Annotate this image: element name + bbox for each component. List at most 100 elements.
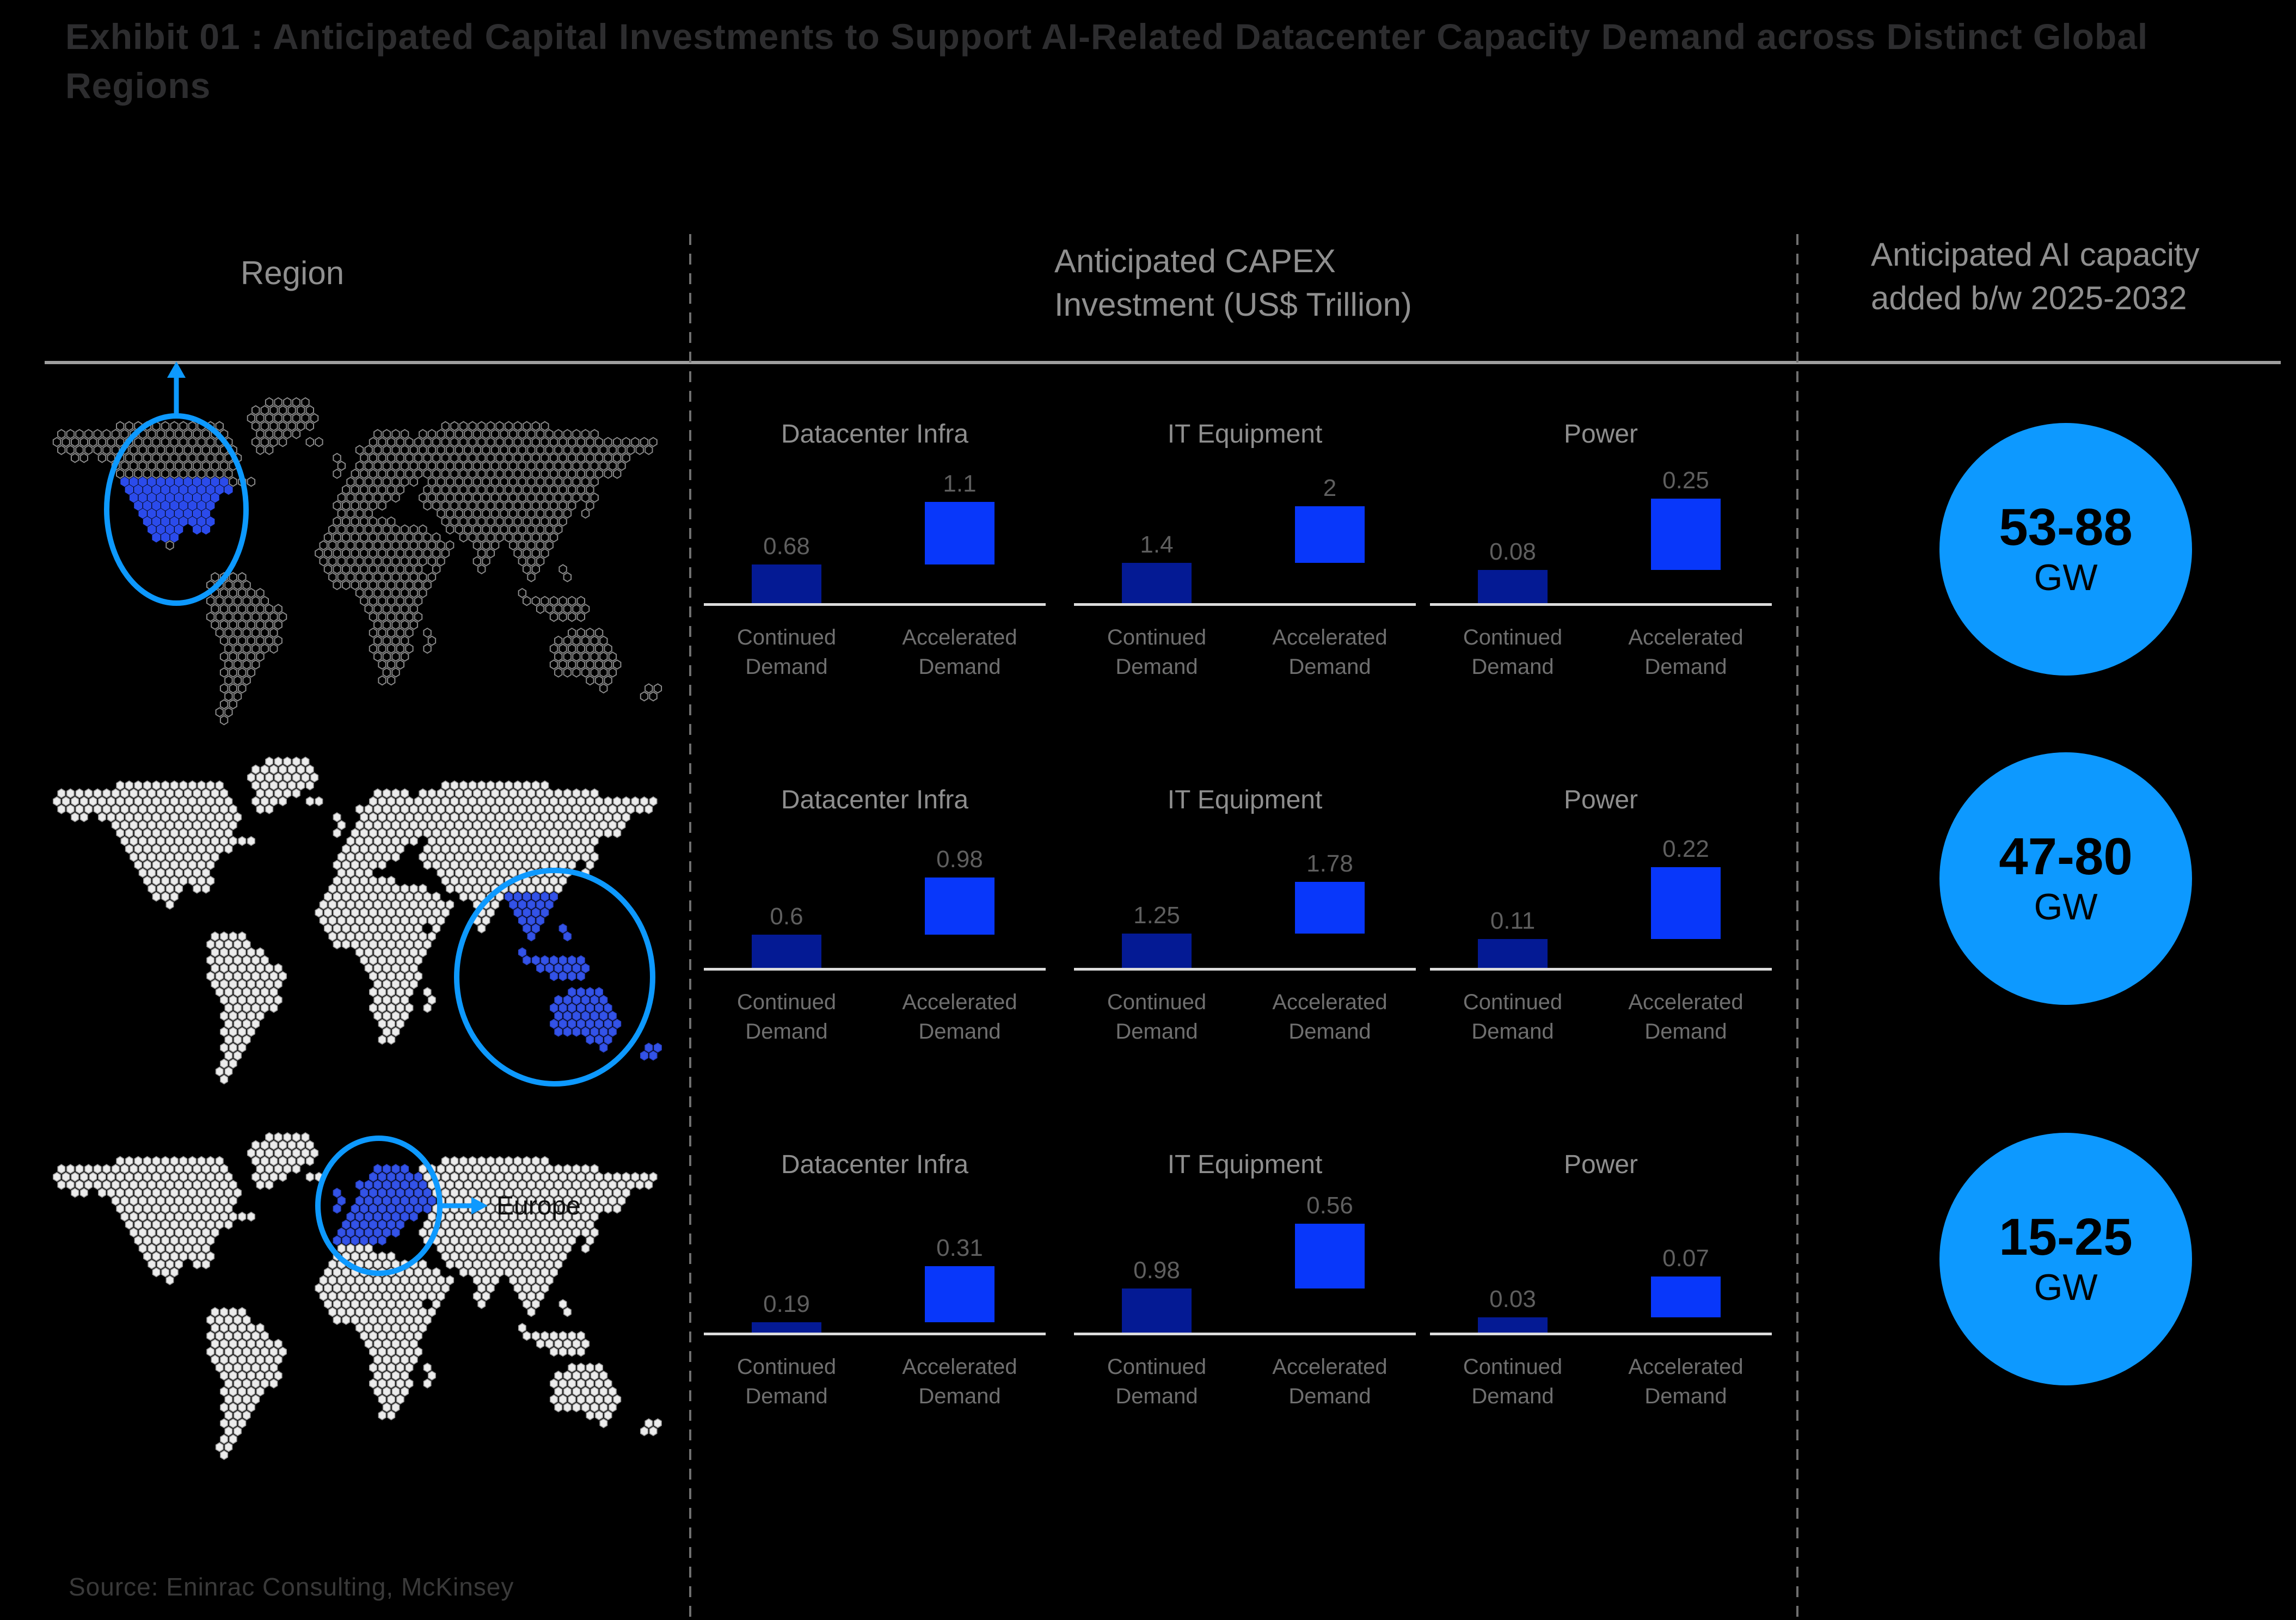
- map-region-label: Europe: [496, 1192, 581, 1220]
- category-label-continued-demand: Continued Demand: [1442, 1352, 1583, 1411]
- category-label-line2: Demand: [1471, 1020, 1554, 1044]
- category-label-accelerated-demand: Accelerated Demand: [889, 623, 1030, 682]
- category-label-accelerated-demand: Accelerated Demand: [1615, 987, 1757, 1046]
- chart-title: Power: [1563, 786, 1638, 814]
- continued-demand-bar: [1478, 570, 1548, 603]
- column-header-capex-line1: Anticipated CAPEX: [1054, 243, 1336, 279]
- category-label-line1: Continued: [736, 1355, 837, 1379]
- source-note: Source: Eninrac Consulting, McKinsey: [69, 1573, 514, 1601]
- accelerated-demand-value: 0.31: [936, 1235, 983, 1261]
- category-label-line2: Demand: [918, 1384, 1001, 1408]
- accelerated-demand-value: 1.78: [1306, 850, 1353, 877]
- chart-title: IT Equipment: [1167, 1150, 1323, 1179]
- accelerated-demand-bar: [1295, 1224, 1365, 1288]
- bar-chart-power: Power 0.08 0.25 Continued Demand Accelerated D…: [1430, 419, 1772, 685]
- column-header-capex: Anticipated CAPEX Investment (US$ Trilli…: [1054, 240, 1412, 327]
- chart-baseline: [1430, 603, 1772, 606]
- accelerated-demand-value: 2: [1323, 475, 1337, 501]
- category-label-accelerated-demand: Accelerated Demand: [889, 987, 1030, 1046]
- category-label-line1: Continued: [1463, 625, 1563, 649]
- capacity-value: 47-80: [1999, 827, 2133, 886]
- category-label-line1: Accelerated: [1628, 990, 1744, 1014]
- category-label-line2: Demand: [1115, 655, 1198, 679]
- continued-demand-value: 1.25: [1133, 902, 1180, 929]
- dot-matrix-world: [52, 397, 662, 726]
- accelerated-demand-value: 0.22: [1662, 836, 1709, 862]
- accelerated-demand-value: 1.1: [943, 470, 977, 497]
- category-label-line2: Demand: [745, 655, 828, 679]
- world-map-row-1-north-america-us-: [52, 361, 662, 726]
- accelerated-demand-value: 0.98: [936, 846, 983, 873]
- capacity-circle-row-2: 47-80 GW: [1939, 752, 2192, 1005]
- category-label-continued-demand: Continued Demand: [1086, 1352, 1227, 1411]
- column-divider-2: [1796, 234, 1798, 1620]
- accelerated-demand-bar: [1651, 867, 1721, 939]
- chart-baseline: [704, 968, 1046, 971]
- category-label-line2: Demand: [1288, 655, 1371, 679]
- continued-demand-value: 0.08: [1489, 538, 1536, 565]
- capacity-value: 53-88: [1999, 498, 2133, 556]
- category-label-line1: Accelerated: [902, 990, 1017, 1014]
- category-label-accelerated-demand: Accelerated Demand: [1615, 1352, 1757, 1411]
- category-label-line1: Accelerated: [1272, 990, 1388, 1014]
- bar-chart-power: Power 0.03 0.07 Continued Demand Accelerated D…: [1430, 1150, 1772, 1414]
- column-header-capex-line2: Investment (US$ Trillion): [1054, 286, 1412, 323]
- category-label-line1: Accelerated: [902, 625, 1017, 649]
- chart-baseline: [704, 1333, 1046, 1335]
- category-label-line1: Continued: [1107, 990, 1207, 1014]
- continued-demand-value: 0.19: [763, 1291, 810, 1317]
- accelerated-demand-value: 0.07: [1662, 1245, 1709, 1272]
- category-label-continued-demand: Continued Demand: [716, 623, 857, 682]
- world-map-row-3-europe: Europe: [52, 1132, 662, 1461]
- bar-chart-it-equipment: IT Equipment 1.25 1.78 Continued Demand Accel…: [1074, 785, 1416, 1050]
- chart-title: Power: [1563, 1150, 1638, 1179]
- continued-demand-value: 1.4: [1140, 531, 1174, 558]
- chart-title: Datacenter Infra: [781, 420, 969, 449]
- column-header-capacity-line2: added b/w 2025-2032: [1871, 280, 2187, 316]
- category-label-continued-demand: Continued Demand: [1086, 623, 1227, 682]
- capacity-unit: GW: [2034, 557, 2098, 598]
- category-label-continued-demand: Continued Demand: [1086, 987, 1227, 1046]
- category-label-line1: Continued: [736, 990, 837, 1014]
- category-label-line2: Demand: [1288, 1384, 1371, 1408]
- category-label-line2: Demand: [1115, 1384, 1198, 1408]
- region-highlight-circle: [454, 868, 655, 1087]
- category-label-line1: Accelerated: [1628, 1355, 1744, 1379]
- category-label-line1: Continued: [1107, 1355, 1207, 1379]
- continued-demand-bar: [1122, 934, 1192, 968]
- continued-demand-value: 0.68: [763, 533, 810, 560]
- column-divider-1: [689, 234, 691, 1620]
- bar-chart-datacenter-infra: Datacenter Infra 0.68 1.1 Continued Demand Ac…: [704, 419, 1046, 685]
- continued-demand-bar: [752, 1322, 821, 1333]
- accelerated-demand-bar: [1295, 882, 1365, 934]
- accelerated-demand-bar: [1651, 499, 1721, 570]
- chart-title: IT Equipment: [1167, 786, 1323, 814]
- chart-title: Datacenter Infra: [781, 1150, 969, 1179]
- continued-demand-bar: [752, 564, 821, 603]
- column-header-region: Region: [240, 255, 345, 291]
- category-label-accelerated-demand: Accelerated Demand: [889, 1352, 1030, 1411]
- category-label-line2: Demand: [1115, 1020, 1198, 1044]
- continued-demand-bar: [1478, 939, 1548, 968]
- world-map-row-2-southeast-asia-australia: [52, 756, 662, 1087]
- category-label-continued-demand: Continued Demand: [1442, 987, 1583, 1046]
- category-label-line1: Accelerated: [1272, 625, 1388, 649]
- chart-title: Datacenter Infra: [781, 786, 969, 814]
- accelerated-demand-bar: [925, 1266, 994, 1322]
- capacity-unit: GW: [2034, 1267, 2098, 1308]
- continued-demand-bar: [1478, 1317, 1548, 1333]
- chart-baseline: [1430, 1333, 1772, 1335]
- capacity-value: 15-25: [1999, 1208, 2133, 1266]
- continued-demand-bar: [1122, 1288, 1192, 1333]
- category-label-line2: Demand: [1471, 655, 1554, 679]
- accelerated-demand-value: 0.56: [1306, 1192, 1353, 1219]
- bar-chart-power: Power 0.11 0.22 Continued Demand Accelerated D…: [1430, 785, 1772, 1050]
- region-highlight-circle: [104, 413, 249, 606]
- category-label-line1: Continued: [1463, 990, 1563, 1014]
- accelerated-demand-bar: [925, 502, 994, 564]
- category-label-line1: Continued: [1463, 1355, 1563, 1379]
- accelerated-demand-value: 0.25: [1662, 467, 1709, 494]
- chart-title: IT Equipment: [1167, 420, 1323, 449]
- dot-matrix-world: [52, 1132, 662, 1461]
